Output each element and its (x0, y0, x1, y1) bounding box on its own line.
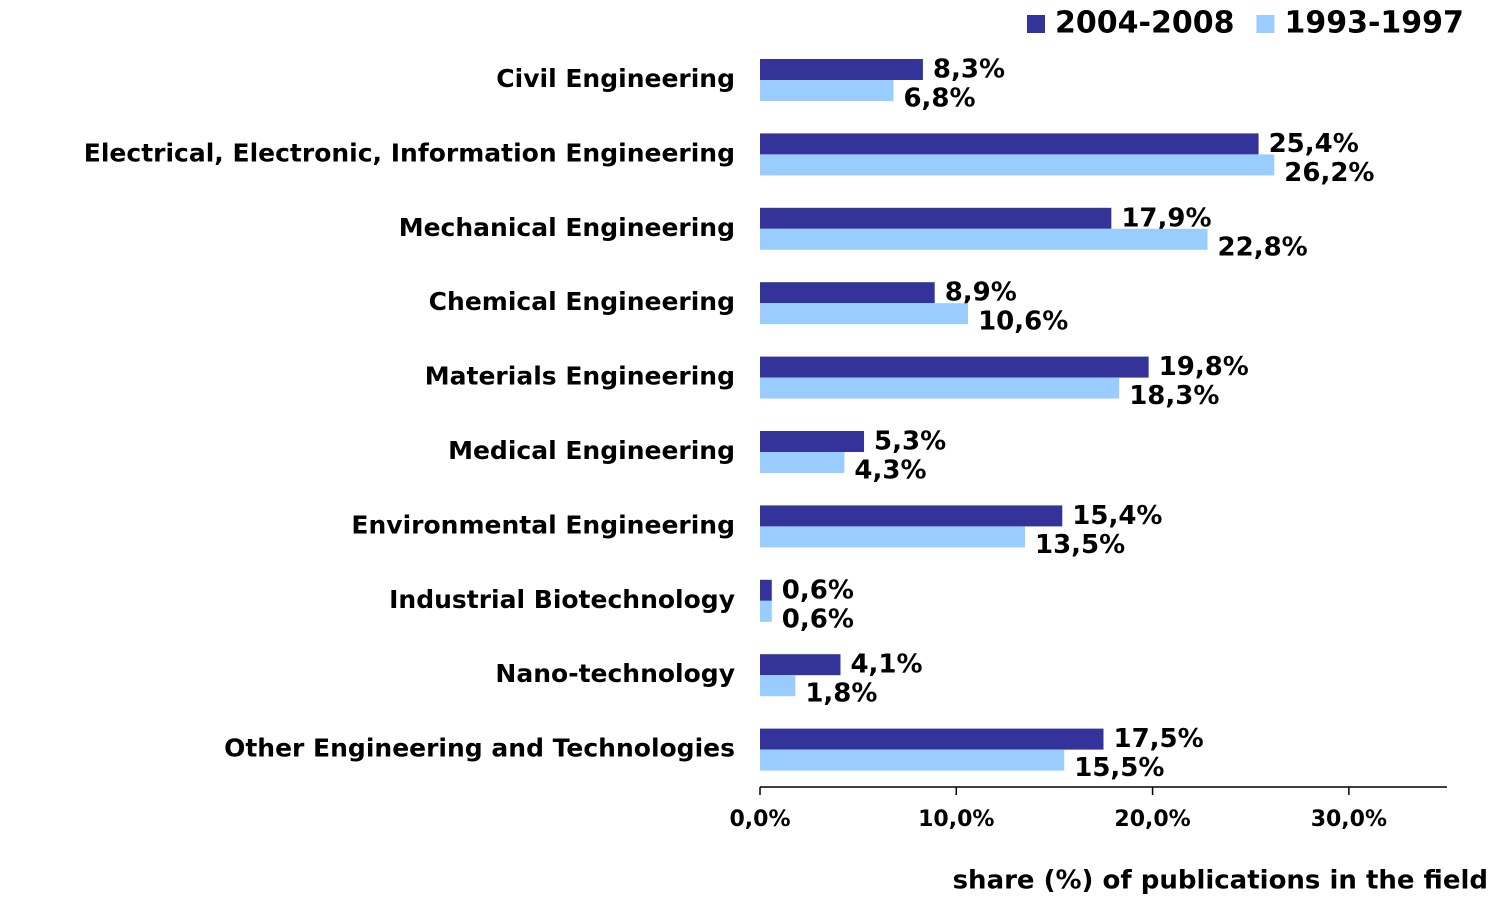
data-label: 15,5% (1074, 753, 1164, 783)
bar (760, 59, 923, 80)
y-tick-label: Industrial Biotechnology (389, 585, 735, 614)
bar (760, 303, 969, 325)
y-tick-label: Electrical, Electronic, Information Engi… (84, 138, 735, 167)
data-label: 22,8% (1218, 232, 1308, 262)
legend-label: 2004-2008 (1055, 6, 1234, 41)
x-axis-title: share (%) of publications in the field (953, 866, 1488, 896)
bar (760, 505, 1063, 527)
legend-swatch (1027, 15, 1045, 33)
bar (760, 356, 1149, 378)
data-label: 26,2% (1284, 158, 1374, 188)
y-tick-label: Materials Engineering (425, 362, 735, 391)
y-tick-label: Medical Engineering (448, 436, 735, 465)
data-label: 8,3% (933, 55, 1005, 85)
bar (760, 675, 796, 697)
x-tick-label: 10,0% (918, 807, 994, 832)
data-label: 4,3% (854, 456, 926, 486)
x-tick-label: 20,0% (1114, 807, 1190, 832)
bar (760, 228, 1208, 250)
y-tick-label: Civil Engineering (496, 64, 735, 93)
data-label: 19,8% (1159, 352, 1249, 382)
bar (760, 80, 894, 101)
bar (760, 431, 865, 452)
data-label: 18,3% (1129, 381, 1219, 411)
data-label: 15,4% (1072, 501, 1162, 531)
data-label: 25,4% (1269, 129, 1359, 159)
bar (760, 526, 1025, 548)
x-tick-label: 0,0% (729, 807, 790, 832)
bar (760, 579, 772, 601)
x-tick-label: 30,0% (1311, 807, 1387, 832)
data-label: 5,3% (874, 427, 946, 457)
data-label: 6,8% (903, 84, 975, 114)
data-label: 0,6% (782, 604, 854, 634)
y-tick-label: Other Engineering and Technologies (224, 734, 735, 763)
bar (760, 133, 1259, 155)
bar (760, 282, 935, 304)
data-label: 17,5% (1114, 724, 1204, 754)
data-label: 4,1% (850, 650, 922, 680)
data-label: 1,8% (805, 679, 877, 709)
data-label: 17,9% (1121, 203, 1211, 233)
bar (760, 377, 1120, 399)
bar (760, 452, 845, 473)
bar (760, 600, 772, 622)
y-tick-label: Chemical Engineering (429, 287, 735, 316)
bar (760, 154, 1275, 176)
legend-swatch (1256, 15, 1275, 33)
y-tick-label: Environmental Engineering (351, 510, 735, 539)
data-label: 0,6% (782, 575, 854, 605)
bar (760, 728, 1104, 750)
bar (760, 749, 1065, 771)
bar (760, 654, 841, 676)
y-tick-label: Mechanical Engineering (399, 213, 735, 242)
bar (760, 207, 1112, 229)
y-tick-label: Nano-technology (495, 659, 735, 688)
legend-label: 1993-1997 (1284, 6, 1463, 41)
data-label: 8,9% (945, 278, 1017, 308)
data-label: 10,6% (978, 307, 1068, 337)
data-label: 13,5% (1035, 530, 1125, 560)
